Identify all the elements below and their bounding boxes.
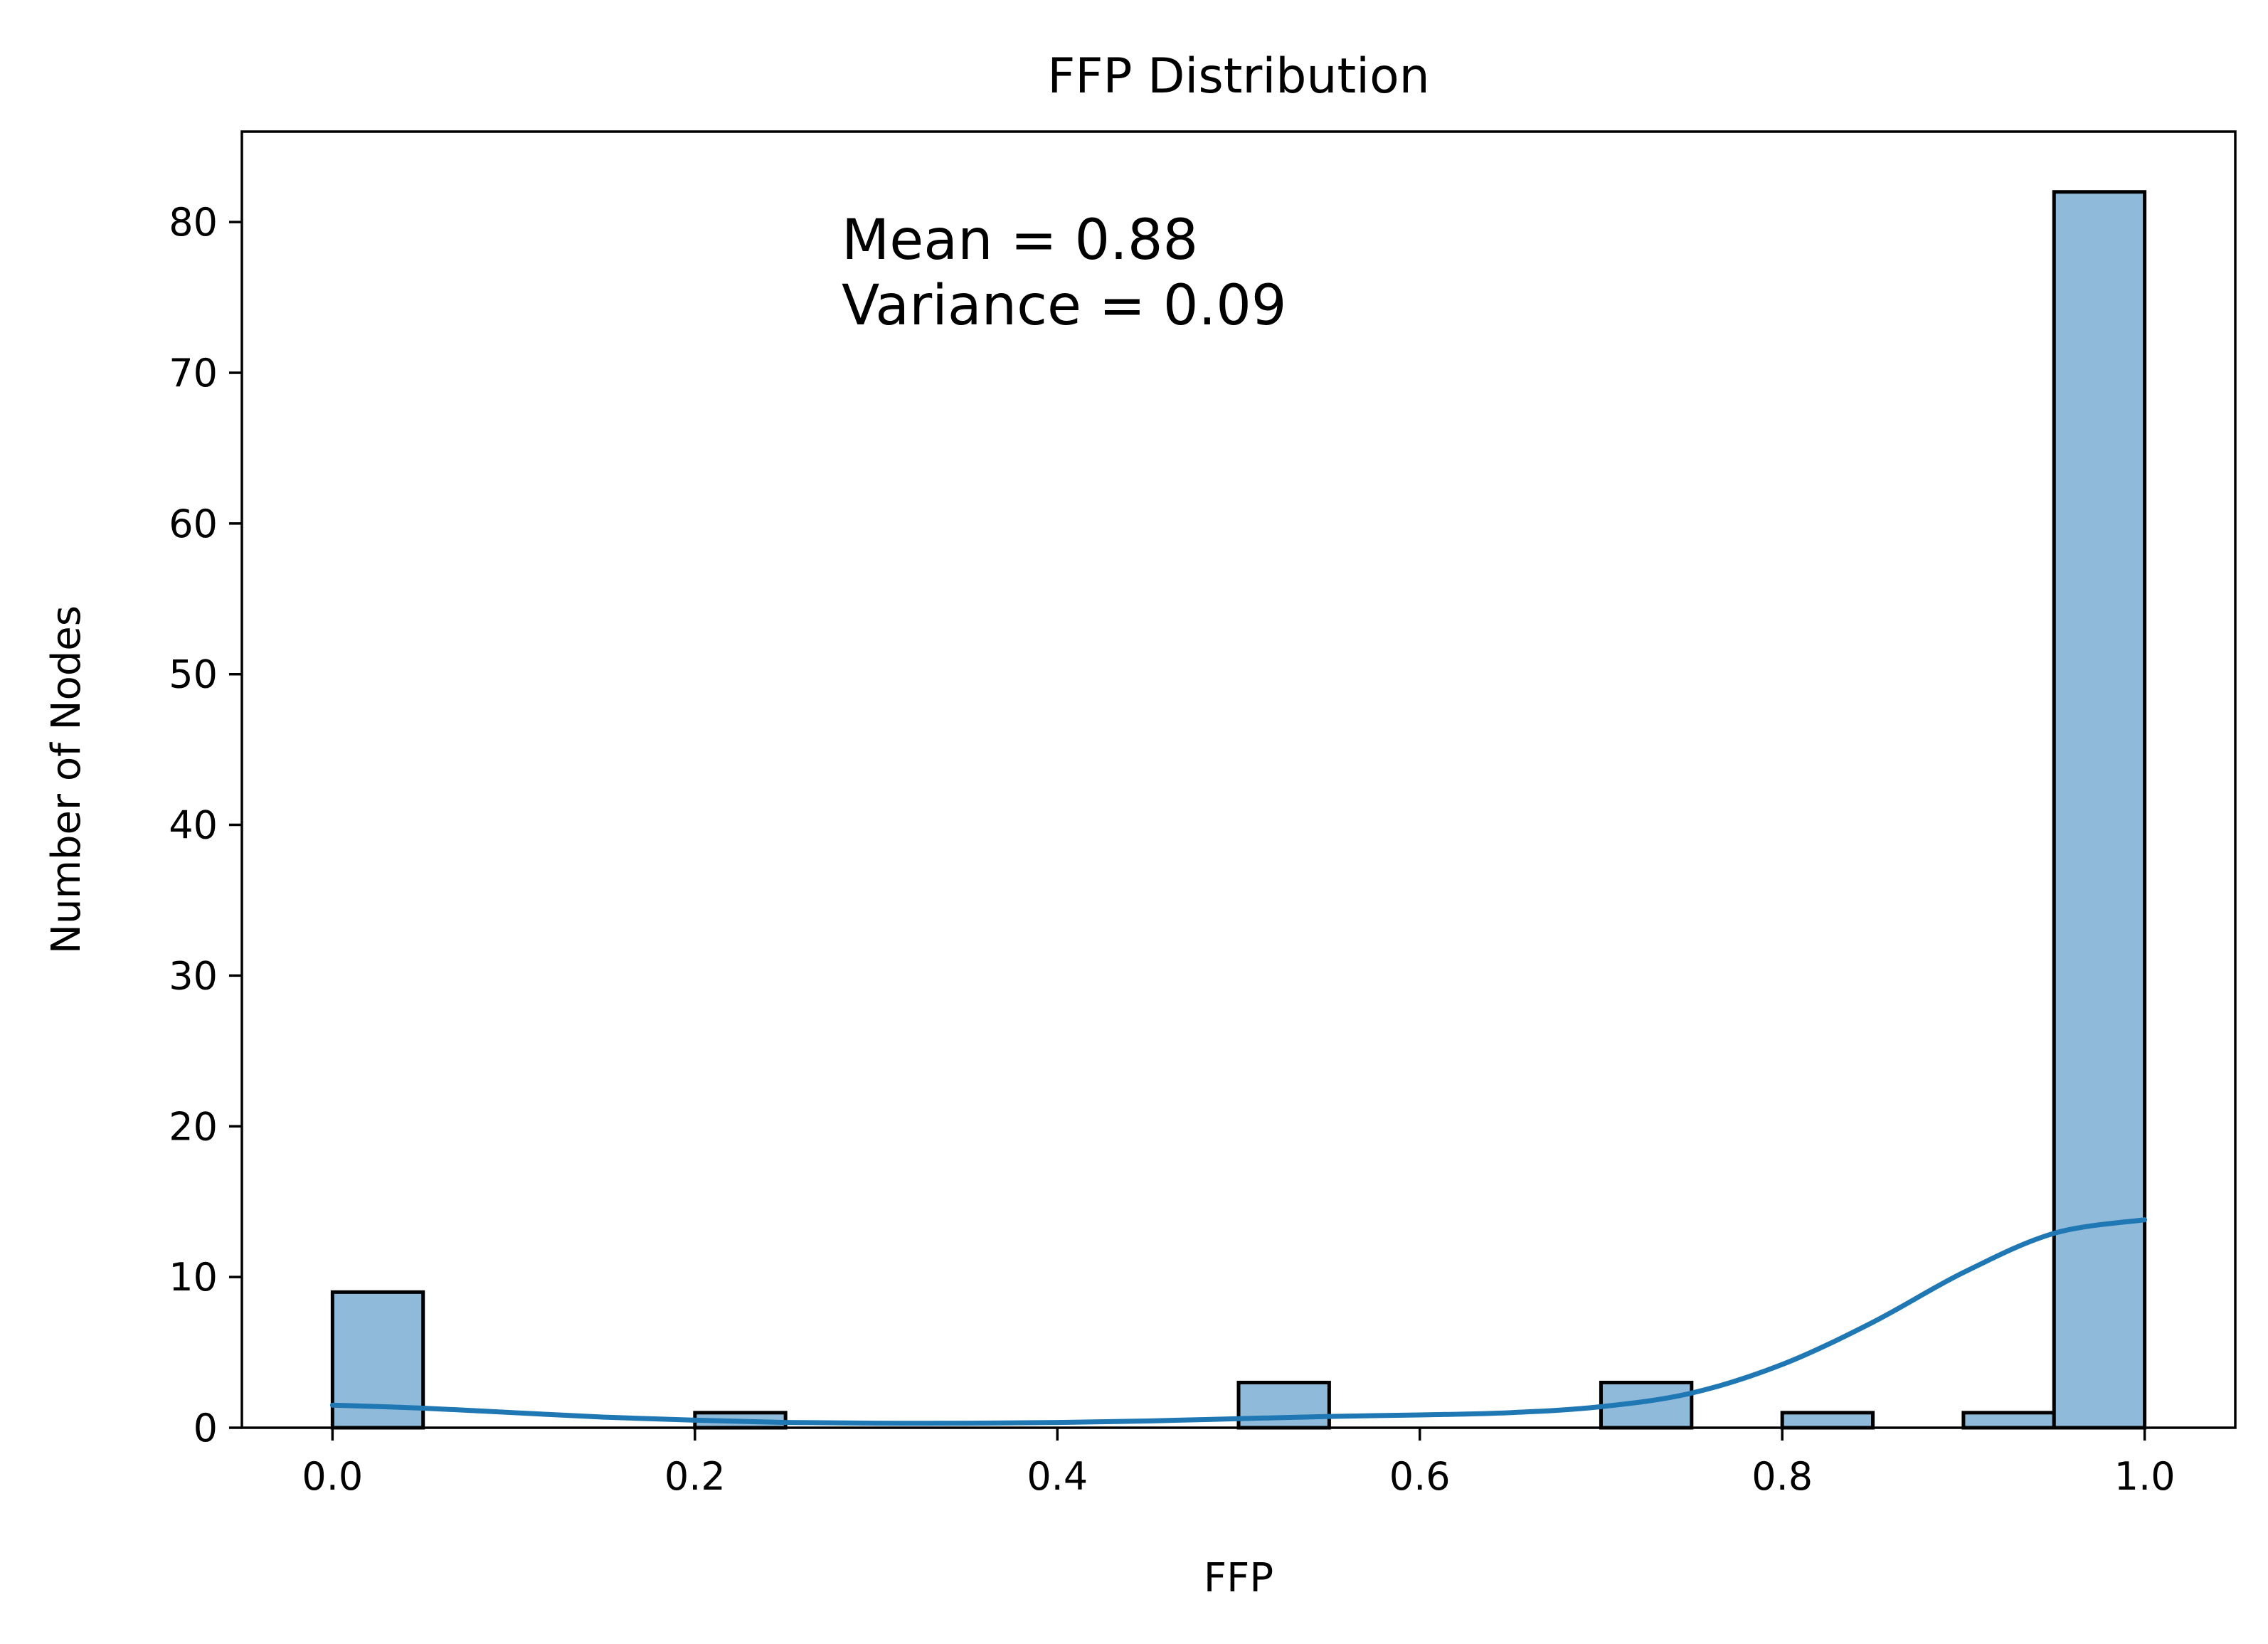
histogram-bar-6 bbox=[2052, 190, 2147, 1430]
x-tick-label-2: 0.4 bbox=[1027, 1454, 1088, 1499]
x-tick-label-0: 0.0 bbox=[302, 1454, 363, 1499]
histogram-bar-2 bbox=[1236, 1380, 1331, 1430]
y-tick-label-1: 10 bbox=[169, 1255, 218, 1300]
x-tick-label-1: 0.2 bbox=[664, 1454, 726, 1499]
x-tick-label-4: 0.8 bbox=[1752, 1454, 1813, 1499]
x-axis-ticks: 0.0 0.2 0.4 0.6 0.8 1.0 bbox=[302, 1428, 2176, 1499]
annotation-variance: Variance = 0.09 bbox=[842, 274, 1287, 338]
x-tick-label-5: 1.0 bbox=[2114, 1454, 2176, 1499]
annotation-mean: Mean = 0.88 bbox=[842, 208, 1198, 272]
kde-curve-group bbox=[329, 1217, 2148, 1426]
x-tick-label-3: 0.6 bbox=[1389, 1454, 1451, 1499]
y-tick-label-8: 80 bbox=[169, 200, 218, 245]
y-tick-label-5: 50 bbox=[169, 652, 218, 697]
y-tick-label-6: 60 bbox=[169, 502, 218, 546]
y-axis-ticks: 0 10 20 30 40 50 60 70 80 bbox=[169, 200, 242, 1451]
histogram-bar-4 bbox=[1780, 1411, 1875, 1430]
histogram-bar-5 bbox=[1961, 1411, 2056, 1430]
kde-curve bbox=[329, 1217, 2148, 1426]
y-tick-label-3: 30 bbox=[169, 953, 218, 998]
y-axis-label: Number of Nodes bbox=[43, 605, 90, 954]
y-tick-label-7: 70 bbox=[169, 351, 218, 396]
y-tick-label-4: 40 bbox=[169, 803, 218, 848]
plot-frame bbox=[240, 130, 2237, 1429]
y-tick-label-2: 20 bbox=[169, 1104, 218, 1149]
chart-title: FFP Distribution bbox=[1047, 48, 1430, 105]
x-axis-label: FFP bbox=[1204, 1555, 1273, 1601]
y-tick-label-0: 0 bbox=[194, 1406, 218, 1451]
